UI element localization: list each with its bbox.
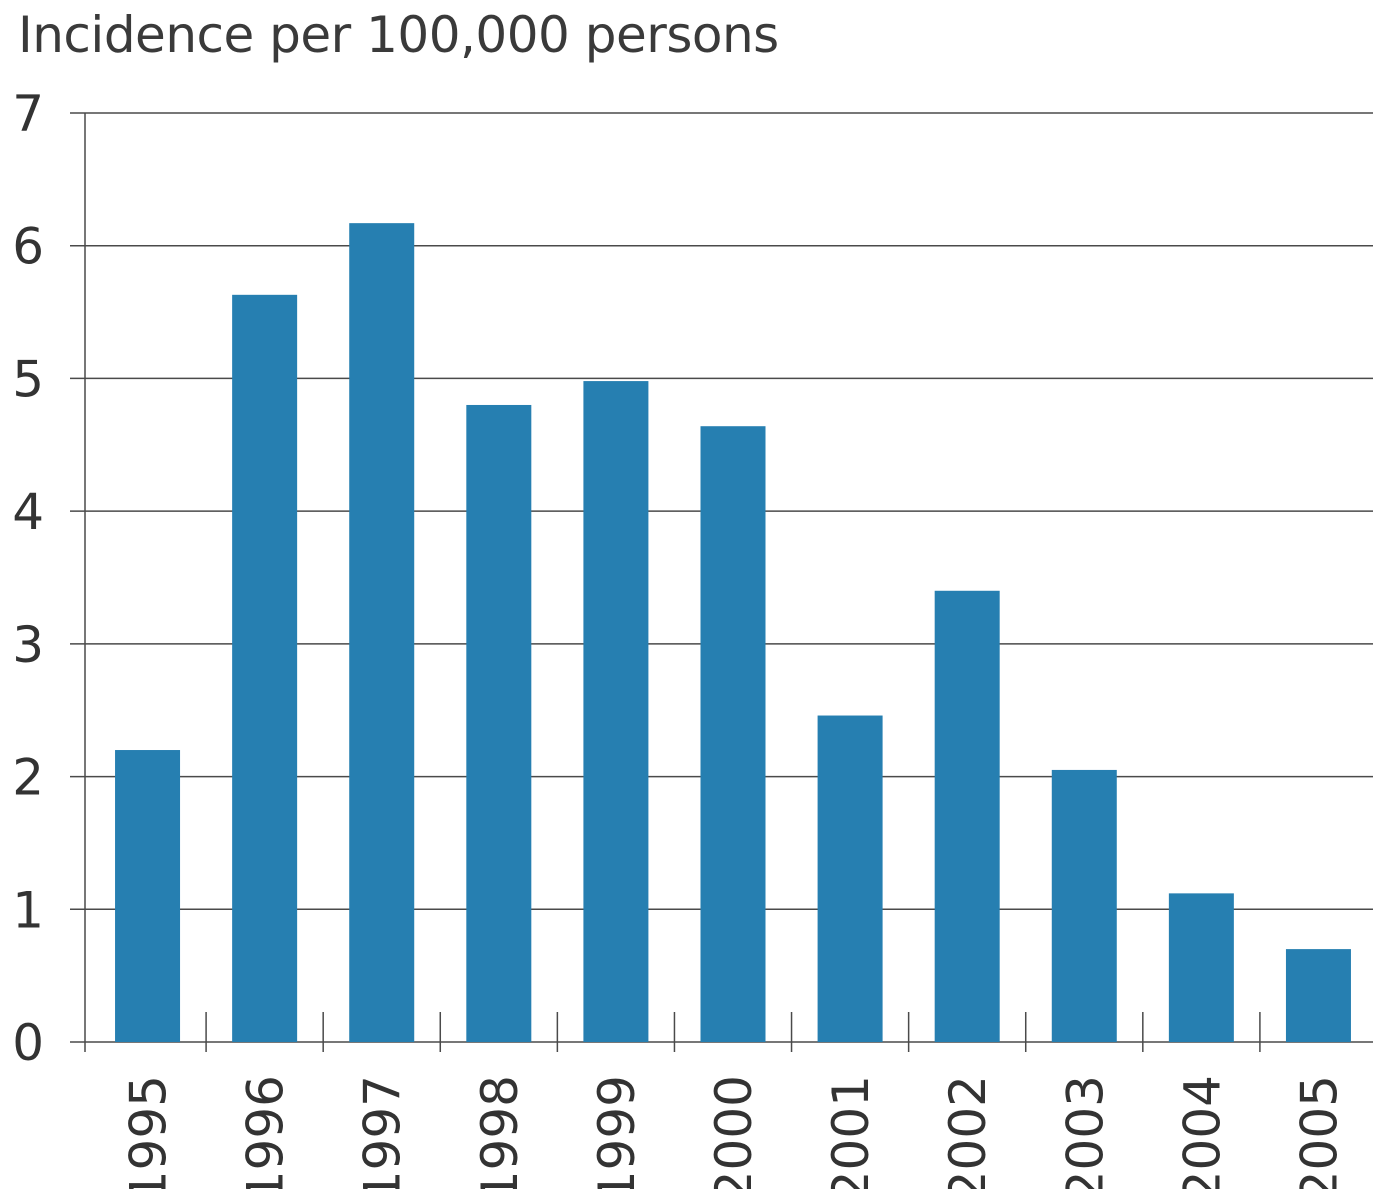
bar (700, 426, 766, 1043)
x-tick-labels: 1995 1996 1997 1998 1999 2000 2001 2002 2003 2004… (120, 1075, 1349, 1189)
bar (115, 750, 181, 1042)
bar (232, 294, 298, 1042)
x-tick-label: 1999 (588, 1075, 646, 1189)
y-tick-label: 5 (12, 350, 44, 408)
y-tick-label: 1 (12, 881, 44, 939)
y-tick-label: 4 (12, 483, 44, 541)
y-tick-label: 6 (12, 218, 44, 276)
bar (1051, 769, 1117, 1042)
y-tick-label: 3 (12, 616, 44, 674)
x-tick-label: 2005 (1290, 1075, 1348, 1189)
bar (466, 404, 532, 1042)
bar (1168, 893, 1234, 1042)
bar (583, 381, 649, 1042)
x-tick-label: 1997 (354, 1075, 412, 1189)
bars (115, 223, 1351, 1043)
bar (817, 715, 883, 1042)
x-tick-label: 2004 (1173, 1075, 1231, 1189)
y-tick-labels: 0 1 2 3 4 5 6 7 (12, 85, 44, 1072)
y-axis-label: Incidence per 100,000 persons (18, 6, 779, 64)
bar (1285, 949, 1351, 1042)
x-tick-label: 2000 (705, 1075, 763, 1189)
x-tick-label: 1998 (471, 1075, 529, 1189)
bar (934, 590, 1000, 1042)
bar (349, 223, 415, 1043)
y-tick-label: 7 (12, 85, 44, 143)
x-tick-label: 2001 (822, 1075, 880, 1189)
x-tick-label: 1996 (237, 1075, 295, 1189)
axes (84, 113, 1261, 1052)
x-tick-label: 1995 (120, 1075, 178, 1189)
x-tick-label: 2002 (939, 1075, 997, 1189)
y-tick-label: 0 (12, 1014, 44, 1072)
x-tick-label: 2003 (1056, 1075, 1114, 1189)
y-tick-label: 2 (12, 749, 44, 807)
